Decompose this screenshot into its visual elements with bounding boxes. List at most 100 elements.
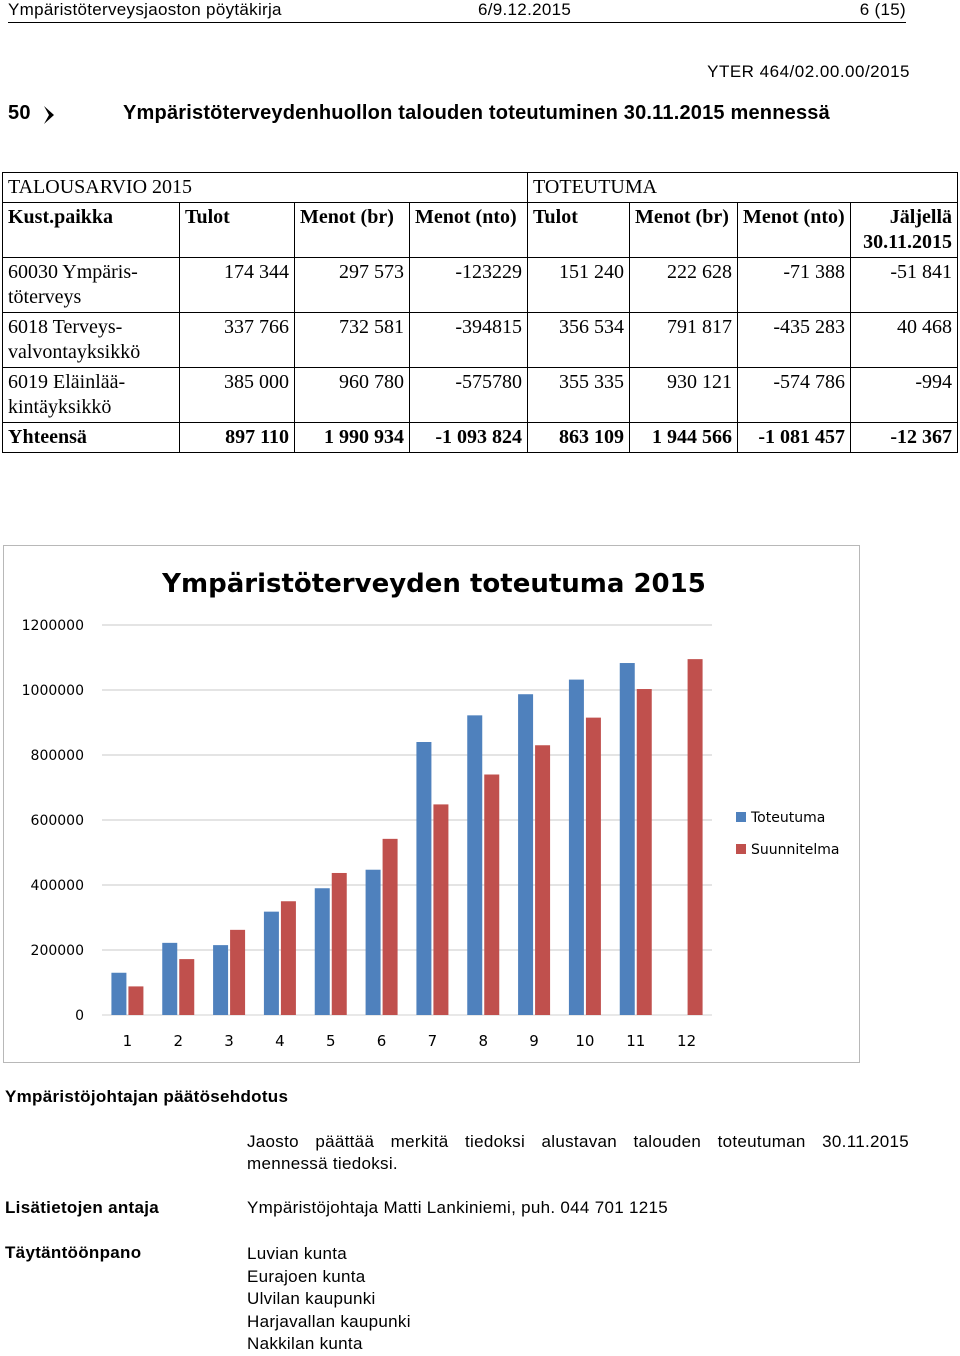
col-header: Menot (br) bbox=[294, 202, 410, 258]
table-cell: 337 766 bbox=[179, 312, 295, 368]
budget-table: TALOUSARVIO 2015 TOTEUTUMA Kust.paikka T… bbox=[1, 172, 959, 453]
x-tick-label: 11 bbox=[626, 1032, 645, 1050]
bar-toteutuma bbox=[518, 694, 534, 1015]
table-cell: -123229 bbox=[408, 257, 529, 313]
total-cell: 1 990 934 bbox=[294, 422, 410, 453]
table-cell: -435 283 bbox=[737, 312, 852, 368]
table-cell: 40 468 bbox=[850, 312, 959, 368]
total-cell: -1 093 824 bbox=[408, 422, 529, 453]
list-item: Harjavallan kaupunki bbox=[247, 1311, 411, 1331]
bar-suunnitelma bbox=[585, 717, 601, 1015]
y-tick-label: 200000 bbox=[31, 943, 84, 959]
x-tick-label: 4 bbox=[275, 1032, 285, 1050]
table-row: 60030 Ympäris-töterveys 174 344 297 573 … bbox=[2, 257, 959, 313]
cost-center: 6018 Terveys-valvontayksikkö bbox=[2, 312, 180, 368]
table-cell: 355 335 bbox=[527, 367, 631, 423]
table-cell: -994 bbox=[850, 367, 959, 423]
bar-toteutuma bbox=[162, 942, 178, 1015]
x-tick-label: 8 bbox=[478, 1032, 488, 1050]
legend-swatch bbox=[736, 812, 746, 822]
table-cell: 297 573 bbox=[294, 257, 410, 313]
col-header: Menot (br) bbox=[629, 202, 739, 258]
bar-toteutuma bbox=[263, 911, 279, 1015]
y-tick-label: 1200000 bbox=[22, 618, 84, 634]
total-cell: -12 367 bbox=[850, 422, 959, 453]
page-number: 6 (15) bbox=[859, 0, 906, 19]
y-tick-label: 800000 bbox=[31, 748, 84, 764]
bar-suunnitelma bbox=[484, 774, 500, 1015]
cost-center: 60030 Ympäris-töterveys bbox=[2, 257, 180, 313]
bar-suunnitelma bbox=[636, 689, 652, 1015]
x-tick-label: 12 bbox=[677, 1032, 696, 1050]
x-tick-label: 7 bbox=[428, 1032, 438, 1050]
bar-toteutuma bbox=[416, 742, 432, 1015]
bar-toteutuma bbox=[467, 715, 483, 1015]
x-tick-label: 1 bbox=[123, 1032, 133, 1050]
bar-suunnitelma bbox=[179, 959, 195, 1015]
total-cell: 1 944 566 bbox=[629, 422, 739, 453]
chart-container: Ympäristöterveyden toteutuma 2015 0 200000… bbox=[3, 545, 860, 1063]
bar-suunnitelma bbox=[230, 929, 246, 1015]
table-cell: 791 817 bbox=[629, 312, 739, 368]
group-actual: TOTEUTUMA bbox=[527, 172, 959, 203]
bar-toteutuma bbox=[568, 679, 584, 1015]
contact-value: Ympäristöjohtaja Matti Lankiniemi, puh. … bbox=[247, 1198, 669, 1217]
total-label: Yhteensä bbox=[2, 422, 180, 453]
bar-toteutuma bbox=[111, 972, 127, 1015]
table-cell: 930 121 bbox=[629, 367, 739, 423]
bar-suunnitelma bbox=[687, 659, 703, 1015]
col-header: Menot (nto) bbox=[737, 202, 852, 258]
execution-list: Luvian kunta Eurajoen kunta Ulvilan kaup… bbox=[247, 1243, 411, 1356]
chart-title: Ympäristöterveyden toteutuma 2015 bbox=[161, 569, 706, 599]
legend-label: Suunnitelma bbox=[751, 842, 839, 858]
col-header: Menot (nto) bbox=[408, 202, 529, 258]
bar-suunnitelma bbox=[382, 838, 398, 1015]
legend-swatch bbox=[736, 844, 746, 854]
bar-suunnitelma bbox=[128, 986, 144, 1015]
bar-suunnitelma bbox=[433, 804, 449, 1015]
total-cell: 897 110 bbox=[179, 422, 295, 453]
x-tick-label: 5 bbox=[326, 1032, 336, 1050]
table-header-row: Kust.paikka Tulot Menot (br) Menot (nto)… bbox=[2, 202, 959, 258]
table-total-row: Yhteensä 897 110 1 990 934 -1 093 824 86… bbox=[2, 422, 959, 453]
total-cell: -1 081 457 bbox=[737, 422, 852, 453]
bar-suunnitelma bbox=[331, 872, 347, 1015]
table-cell: 385 000 bbox=[179, 367, 295, 423]
x-tick-label: 9 bbox=[529, 1032, 539, 1050]
section-marker-icon bbox=[44, 106, 54, 124]
table-cell: 732 581 bbox=[294, 312, 410, 368]
page-header: Ympäristöterveysjaoston pöytäkirja 6/9.1… bbox=[8, 0, 906, 23]
table-cell: -574 786 bbox=[737, 367, 852, 423]
table-cell: 222 628 bbox=[629, 257, 739, 313]
bar-toteutuma bbox=[314, 888, 330, 1015]
table-cell: -575780 bbox=[408, 367, 529, 423]
reference-number: YTER 464/02.00.00/2015 bbox=[707, 62, 910, 81]
y-tick-label: 0 bbox=[75, 1008, 84, 1024]
table-cell: -394815 bbox=[408, 312, 529, 368]
bar-chart: Ympäristöterveyden toteutuma 2015 0 200000… bbox=[22, 569, 840, 1050]
list-item: Eurajoen kunta bbox=[247, 1266, 366, 1286]
bar-toteutuma bbox=[365, 869, 381, 1015]
table-row: 6018 Terveys-valvontayksikkö 337 766 732… bbox=[2, 312, 959, 368]
y-tick-label: 400000 bbox=[31, 878, 84, 894]
contact-label: Lisätietojen antaja bbox=[5, 1198, 160, 1217]
col-header: Tulot bbox=[179, 202, 295, 258]
list-item: Luvian kunta bbox=[247, 1244, 348, 1263]
proposal-text: Jaosto päättää merkitä tiedoksi alustava… bbox=[247, 1132, 909, 1173]
table-cell: 356 534 bbox=[527, 312, 631, 368]
col-header: Tulot bbox=[527, 202, 631, 258]
col-header: Jäljellä 30.11.2015 bbox=[850, 202, 959, 258]
document-title: Ympäristöterveysjaoston pöytäkirja bbox=[8, 0, 282, 19]
x-tick-label: 6 bbox=[377, 1032, 387, 1050]
bar-toteutuma bbox=[619, 663, 635, 1015]
list-item: Nakkilan kunta bbox=[247, 1334, 363, 1353]
bar-suunnitelma bbox=[280, 901, 296, 1015]
meeting-date: 6/9.12.2015 bbox=[478, 0, 572, 19]
list-item: Ulvilan kaupunki bbox=[247, 1289, 376, 1308]
x-tick-label: 3 bbox=[224, 1032, 234, 1050]
total-cell: 863 109 bbox=[527, 422, 631, 453]
table-cell: 174 344 bbox=[179, 257, 295, 313]
col-header: Kust.paikka bbox=[2, 202, 180, 258]
table-row: 6019 Eläinlää-kintäyksikkö 385 000 960 7… bbox=[2, 367, 959, 423]
section-title: Ympäristöterveydenhuollon talouden toteu… bbox=[123, 102, 830, 124]
